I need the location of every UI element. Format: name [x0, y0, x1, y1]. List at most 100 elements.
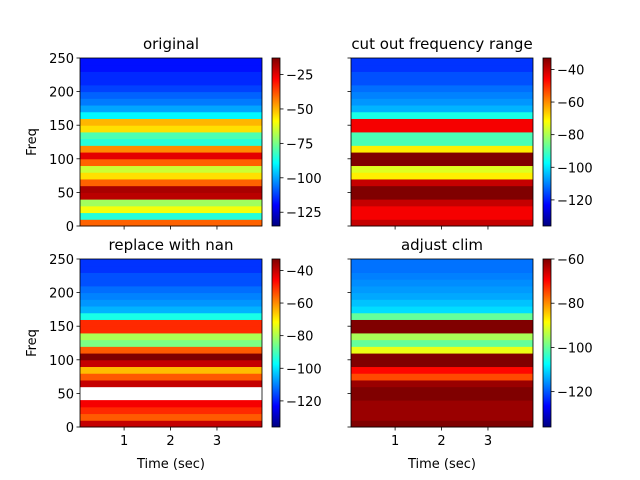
spectrogram-cell: [80, 406, 262, 415]
axes-frame: [350, 258, 534, 428]
spectrogram-cell: [80, 265, 262, 273]
spectrogram-cell: [80, 339, 262, 347]
spectrogram-cell: [80, 152, 262, 160]
spectrogram-cell: [351, 84, 533, 93]
spectrogram-cell: [80, 312, 262, 320]
y-axis-label: Freq: [25, 329, 40, 357]
spectrogram-cell: [80, 219, 262, 227]
spectrogram-cell: [351, 185, 533, 193]
spectrogram-cell: [351, 212, 533, 220]
y-tick-label: 50: [57, 387, 74, 402]
spectrogram-cell: [351, 111, 533, 119]
colorbar-tick-label: −80: [286, 330, 313, 345]
spectrogram-cell: [351, 332, 533, 341]
spectrogram-cell: [351, 306, 533, 314]
spectrogram-cell: [80, 279, 262, 287]
spectrogram-cell: [80, 285, 262, 294]
spectrogram-cell: [351, 393, 533, 401]
spectrogram-cell: [80, 138, 262, 146]
spectrogram-cell: [80, 353, 262, 361]
spectrogram-cell: [351, 406, 533, 415]
spectrogram-cell: [351, 373, 533, 381]
colorbar: [271, 57, 281, 227]
spectrogram-cell: [80, 319, 262, 327]
spectrogram-cell: [351, 279, 533, 287]
spectrogram-cell: [80, 272, 262, 280]
y-tick-label: 100: [49, 354, 74, 369]
spectrogram-cell: [351, 172, 533, 180]
spectrogram-cell: [351, 292, 533, 300]
spectrogram-cell: [80, 400, 262, 408]
spectrogram-cell: [351, 346, 533, 354]
colorbar-tick-label: −100: [286, 172, 322, 187]
spectrogram-cell: [80, 346, 262, 354]
spectrogram-cell: [80, 205, 262, 214]
spectrogram-cell: [80, 306, 262, 314]
spectrogram-cell: [351, 165, 533, 173]
spectrogram-cell: [351, 272, 533, 280]
spectrogram-cell: [351, 339, 533, 347]
y-tick-label: 200: [49, 86, 74, 101]
spectrogram-cell: [351, 285, 533, 294]
spectrogram-cell: [80, 199, 262, 207]
spectrogram-cell: [351, 413, 533, 421]
spectrogram-cell: [80, 64, 262, 72]
x-tick-label: 3: [484, 434, 492, 449]
spectrogram-cell: [80, 332, 262, 341]
colorbar-tick-label: −50: [286, 103, 313, 118]
spectrogram-cell: [351, 205, 533, 214]
colorbar-tick-label: −60: [557, 96, 584, 111]
colorbar-tick-label: −80: [557, 297, 584, 312]
spectrogram-cell: [80, 420, 262, 428]
spectrogram-cell: [351, 64, 533, 72]
spectrogram-cell: [351, 366, 533, 374]
spectrogram-cell: [80, 212, 262, 220]
spectrogram-cell: [351, 145, 533, 153]
y-tick-label: 150: [49, 119, 74, 134]
spectrogram-cell: [80, 165, 262, 173]
spectrogram-cell: [351, 299, 533, 307]
spectrogram-cell: [351, 131, 533, 140]
colorbar-tick-label: −80: [557, 129, 584, 144]
spectrogram-cell: [351, 379, 533, 388]
spectrogram-cell: [80, 78, 262, 86]
spectrogram-cell: [80, 98, 262, 106]
axes-title: cut out frequency range: [351, 35, 532, 53]
spectrogram-cell: [351, 71, 533, 79]
axes-frame: [79, 258, 263, 428]
colorbar-tick-label: −120: [557, 194, 593, 209]
spectrogram-cell: [351, 98, 533, 106]
colorbar: [542, 258, 552, 428]
spectrogram-cell: [351, 199, 533, 207]
spectrogram-cell: [351, 420, 533, 428]
spectrogram-cell: [80, 185, 262, 193]
spectrogram-cell: [80, 373, 262, 381]
spectrogram-cell: [351, 178, 533, 187]
spectrogram-cell: [80, 105, 262, 113]
colorbar-tick-label: −60: [557, 253, 584, 268]
x-tick-label: 2: [166, 434, 174, 449]
spectrogram-cell: [351, 152, 533, 160]
spectrogram-cell: [351, 265, 533, 273]
y-tick-label: 200: [49, 287, 74, 302]
axes-frame: [79, 57, 263, 227]
spectrogram-cell: [351, 319, 533, 327]
x-tick-label: 2: [437, 434, 445, 449]
axes-title: adjust clim: [401, 236, 483, 254]
colorbar-tick-label: −100: [557, 341, 593, 356]
colorbar: [271, 258, 281, 428]
spectrogram-cell: [80, 158, 262, 167]
spectrogram-cell: [80, 178, 262, 187]
spectrogram-cell: [351, 386, 533, 394]
spectrogram-cell: [80, 379, 262, 388]
spectrogram-cell: [80, 71, 262, 79]
colorbar-tick-label: −60: [286, 297, 313, 312]
spectrogram-cell: [80, 292, 262, 300]
spectrogram-cell: [80, 413, 262, 421]
colorbar-tick-label: −100: [286, 362, 322, 377]
spectrogram-cell: [80, 366, 262, 374]
x-tick-label: 1: [391, 434, 399, 449]
spectrogram-cell: [80, 91, 262, 99]
spectrogram-cell: [80, 58, 262, 66]
spectrogram-cell: [80, 172, 262, 180]
